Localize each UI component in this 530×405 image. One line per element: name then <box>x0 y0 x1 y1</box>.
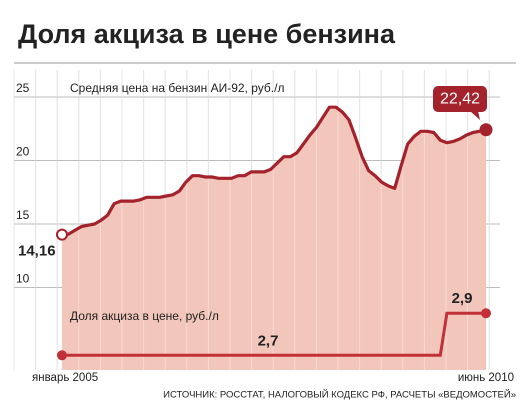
x-tick-label: январь 2005 <box>32 372 98 384</box>
y-tick-label: 20 <box>16 145 30 159</box>
start-point <box>56 228 68 241</box>
area <box>62 107 486 370</box>
series-label: Доля акциза в цене, руб./л <box>70 309 219 323</box>
badge-pointer <box>470 111 480 120</box>
price-line <box>61 105 487 237</box>
value-badge <box>433 86 487 112</box>
value-label: 2,9 <box>452 290 473 307</box>
value-label: 22,42 <box>440 91 480 108</box>
series-label: Средняя цена на бензин АИ-92, руб./л <box>70 81 284 95</box>
end-point <box>479 123 493 137</box>
excise-start <box>57 350 67 361</box>
excise-end <box>481 308 491 319</box>
y-tick-label: 10 <box>16 272 30 286</box>
x-tick-label: июнь 2010 <box>458 372 514 384</box>
y-tick-label: 25 <box>16 81 30 95</box>
chart-title: Доля акциза в цене бензина <box>18 19 396 49</box>
source: ИСТОЧНИК: РОССТАТ, НАЛОГОВЫЙ КОДЕКС РФ, … <box>163 389 516 401</box>
excise-line <box>62 311 486 357</box>
value-label: 14,16 <box>18 243 56 260</box>
value-label: 2,7 <box>258 332 279 349</box>
y-tick-label: 15 <box>16 208 30 222</box>
